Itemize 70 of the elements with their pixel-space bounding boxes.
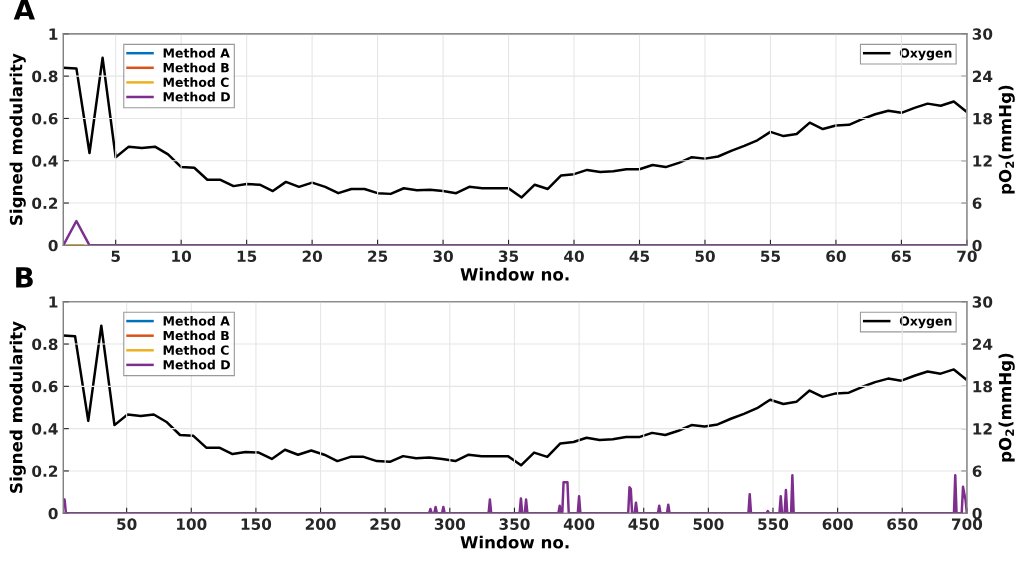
x-tick-label: 20 — [302, 250, 323, 263]
x-tick-label: 650 — [887, 518, 918, 530]
y2-tick-label: 0 — [972, 507, 982, 520]
legend-label: Method B — [163, 62, 229, 73]
legend-label: Oxygen — [899, 316, 952, 329]
y-tick-label: 0.4 — [32, 423, 58, 435]
y-axis-title: Signed modularity — [9, 53, 26, 225]
text: A — [13, 0, 35, 20]
x-tick-label: 400 — [563, 518, 595, 530]
x-tick-label: 70 — [957, 250, 977, 263]
x-tick-label: 40 — [564, 250, 584, 263]
y-tick-label: 1 — [49, 296, 58, 308]
x-tick-label: 65 — [891, 250, 911, 263]
x-tick-label: 30 — [433, 250, 453, 263]
y-tick-label: 0.6 — [32, 380, 58, 393]
y2-axis-title: pO$_{2}$(mmHg) — [998, 85, 1015, 194]
y2-axis-title: pO$_{2}$(mmHg) — [998, 353, 1015, 462]
y-tick-label: 0.8 — [32, 70, 58, 83]
y-tick-label: 0.4 — [32, 155, 58, 167]
y-tick-label: 0.8 — [32, 338, 58, 351]
legend-label: Method C — [163, 77, 229, 87]
x-tick-label: 550 — [758, 518, 789, 530]
x-tick-label: 15 — [237, 250, 257, 263]
y2-tick-label: 18 — [973, 380, 993, 393]
x-tick-label: 55 — [761, 250, 781, 263]
legend-label: Method C — [163, 345, 229, 355]
legend-label: Method D — [163, 91, 230, 102]
y-tick-label: 0.6 — [32, 112, 58, 125]
x-tick-label: 45 — [629, 250, 650, 263]
y2-tick-label: 24 — [972, 338, 993, 350]
legend-label: Method A — [163, 315, 230, 326]
x-tick-label: 200 — [305, 518, 336, 530]
x-tick-label: 100 — [177, 518, 207, 530]
y-tick-label: 0 — [48, 239, 58, 252]
x-tick-label: 250 — [370, 518, 401, 530]
legend-label: Method D — [163, 359, 230, 370]
y2-tick-label: 12 — [973, 155, 992, 167]
x-tick-label: 350 — [499, 518, 530, 530]
x-tick-label: 50 — [117, 518, 137, 530]
x-tick-label: 25 — [368, 250, 388, 263]
x-tick-label: 700 — [951, 518, 983, 530]
x-tick-label: 500 — [693, 518, 724, 530]
x-tick-label: 150 — [241, 518, 272, 530]
x-tick-label: 35 — [498, 250, 519, 263]
x-tick-label: 600 — [822, 518, 853, 530]
y-tick-label: 0 — [48, 507, 58, 520]
y2-tick-label: 30 — [972, 28, 993, 40]
y2-tick-label: 30 — [972, 296, 993, 308]
x-tick-label: 60 — [826, 250, 846, 263]
x-tick-label: 300 — [434, 518, 466, 530]
y-tick-label: 0.2 — [32, 465, 58, 477]
y-tick-label: 0.2 — [32, 197, 58, 210]
x-tick-label: 450 — [628, 518, 659, 530]
legend-label: Oxygen — [899, 48, 952, 61]
x-axis-title: Window no. — [460, 535, 569, 549]
y2-tick-label: 24 — [972, 70, 993, 82]
x-tick-label: 10 — [172, 250, 192, 263]
y2-tick-label: 12 — [973, 423, 992, 435]
y-tick-label: 1 — [49, 28, 58, 40]
x-axis-title: Window no. — [460, 267, 569, 281]
x-tick-label: 5 — [111, 250, 120, 263]
text: B — [16, 267, 33, 288]
y2-tick-label: 18 — [973, 112, 993, 125]
y2-tick-label: 6 — [972, 197, 982, 210]
legend-label: Method A — [163, 48, 230, 58]
legend-label: Method B — [163, 330, 229, 341]
y2-tick-label: 6 — [972, 465, 982, 477]
x-tick-label: 50 — [695, 250, 715, 263]
y2-tick-label: 0 — [972, 239, 982, 252]
y-axis-title: Signed modularity — [9, 321, 26, 493]
